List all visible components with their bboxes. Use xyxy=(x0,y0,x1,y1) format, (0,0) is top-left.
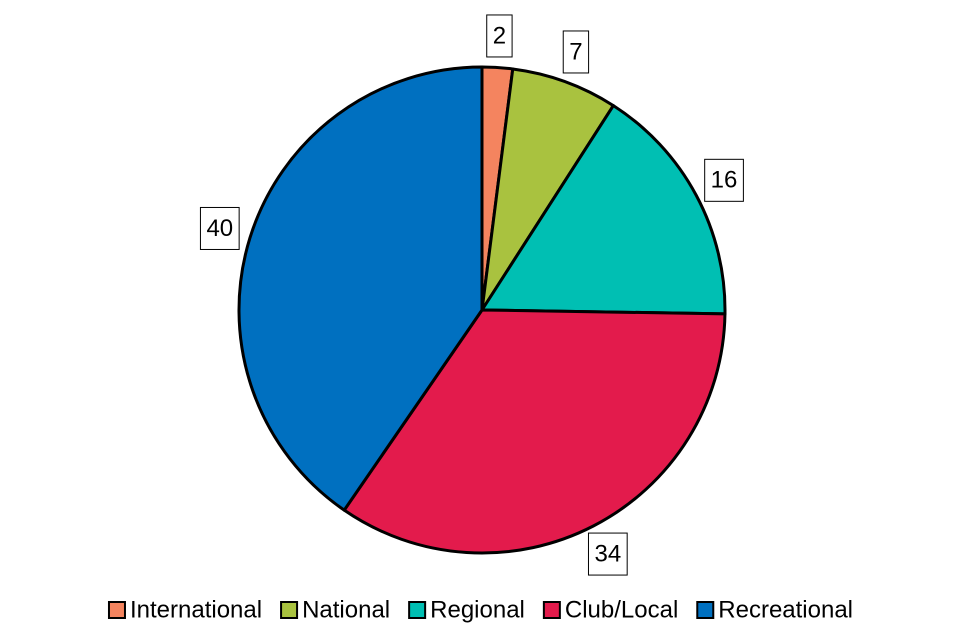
data-label: 40 xyxy=(199,206,240,250)
data-label: 2 xyxy=(486,14,513,58)
data-label-text: 2 xyxy=(493,22,506,49)
data-label-box xyxy=(486,14,513,58)
legend-label: Regional xyxy=(430,596,525,623)
legend-swatch xyxy=(280,601,299,619)
pie-slice xyxy=(480,104,727,316)
data-label-text: 34 xyxy=(594,540,621,567)
legend-label: National xyxy=(302,596,390,623)
legend-label: Club/Local xyxy=(565,596,678,623)
pie-slice xyxy=(342,308,727,555)
data-label-box xyxy=(562,30,590,74)
data-label: 16 xyxy=(704,158,744,202)
data-label-box xyxy=(199,206,240,250)
legend-swatch xyxy=(696,601,715,619)
legend-swatch xyxy=(107,601,126,619)
data-label-text: 7 xyxy=(569,38,582,65)
pie-slice xyxy=(237,65,484,512)
legend-label: International xyxy=(130,596,262,623)
legend-swatch xyxy=(542,601,561,619)
legend-label: Recreational xyxy=(718,596,853,623)
data-label-text: 40 xyxy=(206,215,233,242)
data-label-box xyxy=(587,532,628,576)
data-label: 34 xyxy=(587,532,628,576)
data-label-box xyxy=(704,158,744,202)
data-label-text: 16 xyxy=(711,167,738,194)
legend-swatch xyxy=(408,601,427,619)
data-label: 7 xyxy=(562,30,590,74)
legend: International National Regional Club/Local R… xyxy=(107,596,853,623)
pie-slice xyxy=(480,67,615,312)
